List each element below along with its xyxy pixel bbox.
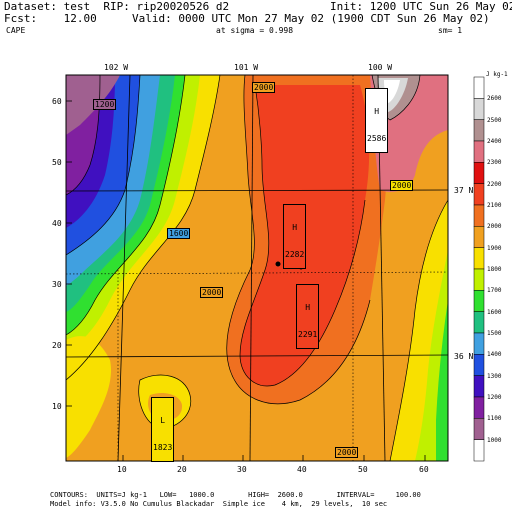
- colorbar-level: 1700: [487, 287, 502, 295]
- colorbar-swatch: [473, 354, 485, 376]
- colorbar-level: 2200: [487, 180, 502, 188]
- boundary-lines: [65, 75, 449, 461]
- colorbar-level: 2300: [487, 159, 502, 167]
- colorbar-swatch: [473, 247, 485, 270]
- high-letter: H: [374, 107, 380, 116]
- lat-label-37n: 37 N: [454, 186, 474, 195]
- city-marker: [275, 261, 281, 267]
- colorbar-swatch: [473, 140, 485, 163]
- colorbar-swatch: [473, 119, 485, 142]
- low-value: 1823: [153, 443, 173, 452]
- lon-label-100w: 100 W: [368, 63, 393, 72]
- dataset-title: Dataset: test RIP: rip20020526 d2: [4, 0, 230, 13]
- y-tick-10: 10: [52, 402, 62, 411]
- colorbar-level: 1500: [487, 330, 502, 337]
- colorbar-swatch: [473, 226, 485, 248]
- forecast-hour: Fcst: 12.00: [4, 12, 97, 25]
- field-name: CAPE: [6, 26, 26, 35]
- colorbar-swatch: [473, 268, 485, 291]
- east-1600: [436, 300, 448, 461]
- colorbar-swatch: [473, 375, 485, 398]
- x-tick-30: 30: [237, 465, 247, 474]
- colorbar-swatch: [473, 76, 485, 99]
- high-letter: H: [292, 223, 298, 232]
- y-tick-40: 40: [52, 219, 62, 228]
- colorbar-level: 2600: [487, 95, 502, 103]
- high-marker: H 2586: [365, 88, 389, 153]
- colorbar-level: 1200: [487, 394, 502, 401]
- colorbar-level: 2400: [487, 138, 502, 145]
- low-letter: L: [160, 416, 166, 425]
- colorbar-swatch: [473, 418, 485, 440]
- colorbar-swatch: [473, 290, 485, 312]
- lat-label-36n: 36 N: [454, 352, 474, 361]
- colorbar-level: 1000: [487, 436, 502, 444]
- axis-ticks: [66, 100, 426, 461]
- smoothing-label: sm= 1: [438, 26, 463, 35]
- x-tick-50: 50: [358, 465, 368, 474]
- y-tick-20: 20: [52, 341, 62, 350]
- contour-lines: [66, 75, 448, 461]
- valid-time: Valid: 0000 UTC Mon 27 May 02 (1900 CDT …: [132, 12, 490, 25]
- contour-label: 2000: [200, 287, 224, 298]
- colorbar-units: J kg-1: [486, 71, 508, 78]
- high-marker: H 2282: [283, 204, 307, 269]
- colorbar-swatch: [473, 183, 485, 206]
- high-letter: H: [305, 303, 311, 312]
- colorbar-swatch: [473, 204, 485, 227]
- colorbar-swatch: [473, 162, 485, 184]
- contours-info: CONTOURS: UNITS=J kg-1 LOW= 1000.0 HIGH=…: [50, 491, 421, 499]
- colorbar-level: 1600: [487, 308, 502, 316]
- colorbar-level: 1400: [487, 351, 502, 359]
- colorbar-swatch: [473, 439, 485, 462]
- contour-label: 1200: [93, 99, 117, 110]
- colorbar: [473, 76, 485, 462]
- low-marker: L 1823: [151, 397, 175, 462]
- high-value: 2586: [367, 134, 387, 143]
- y-tick-30: 30: [52, 280, 62, 289]
- colorbar-level: 2100: [487, 202, 502, 209]
- lon-label-101w: 101 W: [234, 63, 259, 72]
- x-tick-60: 60: [419, 465, 429, 474]
- colorbar-swatch: [473, 396, 485, 419]
- colorbar-level: 1900: [487, 244, 502, 252]
- model-info: Model info: V3.5.0 No Cumulus Blackadar …: [50, 500, 388, 508]
- x-tick-40: 40: [297, 465, 307, 474]
- band-sw-1800: [66, 336, 111, 458]
- x-tick-20: 20: [177, 465, 187, 474]
- colorbar-swatch: [473, 311, 485, 334]
- y-tick-50: 50: [52, 158, 62, 167]
- colorbar-level: 2000: [487, 223, 502, 231]
- lon-label-102w: 102 W: [104, 63, 129, 72]
- high-value: 2282: [285, 250, 305, 259]
- contour-label: 2000: [390, 180, 414, 191]
- high-marker: H 2291: [296, 284, 320, 349]
- colorbar-swatch: [473, 98, 485, 120]
- colorbar-level: 1800: [487, 266, 502, 273]
- colorbar-level: 2500: [487, 116, 502, 124]
- colorbar-level: 1300: [487, 372, 502, 380]
- colorbar-swatch: [473, 332, 485, 355]
- contour-label: 2000: [335, 447, 359, 458]
- colorbar-level: 1100: [487, 415, 502, 423]
- y-tick-60: 60: [52, 97, 62, 106]
- plot-frame: [65, 74, 449, 462]
- high-value: 2291: [298, 330, 318, 339]
- sigma-level: at sigma = 0.998: [216, 26, 294, 35]
- init-time: Init: 1200 UTC Sun 26 May 02: [330, 0, 512, 13]
- contour-label: 2000: [252, 82, 276, 93]
- contour-label: 1600: [167, 228, 191, 239]
- x-tick-10: 10: [117, 465, 127, 474]
